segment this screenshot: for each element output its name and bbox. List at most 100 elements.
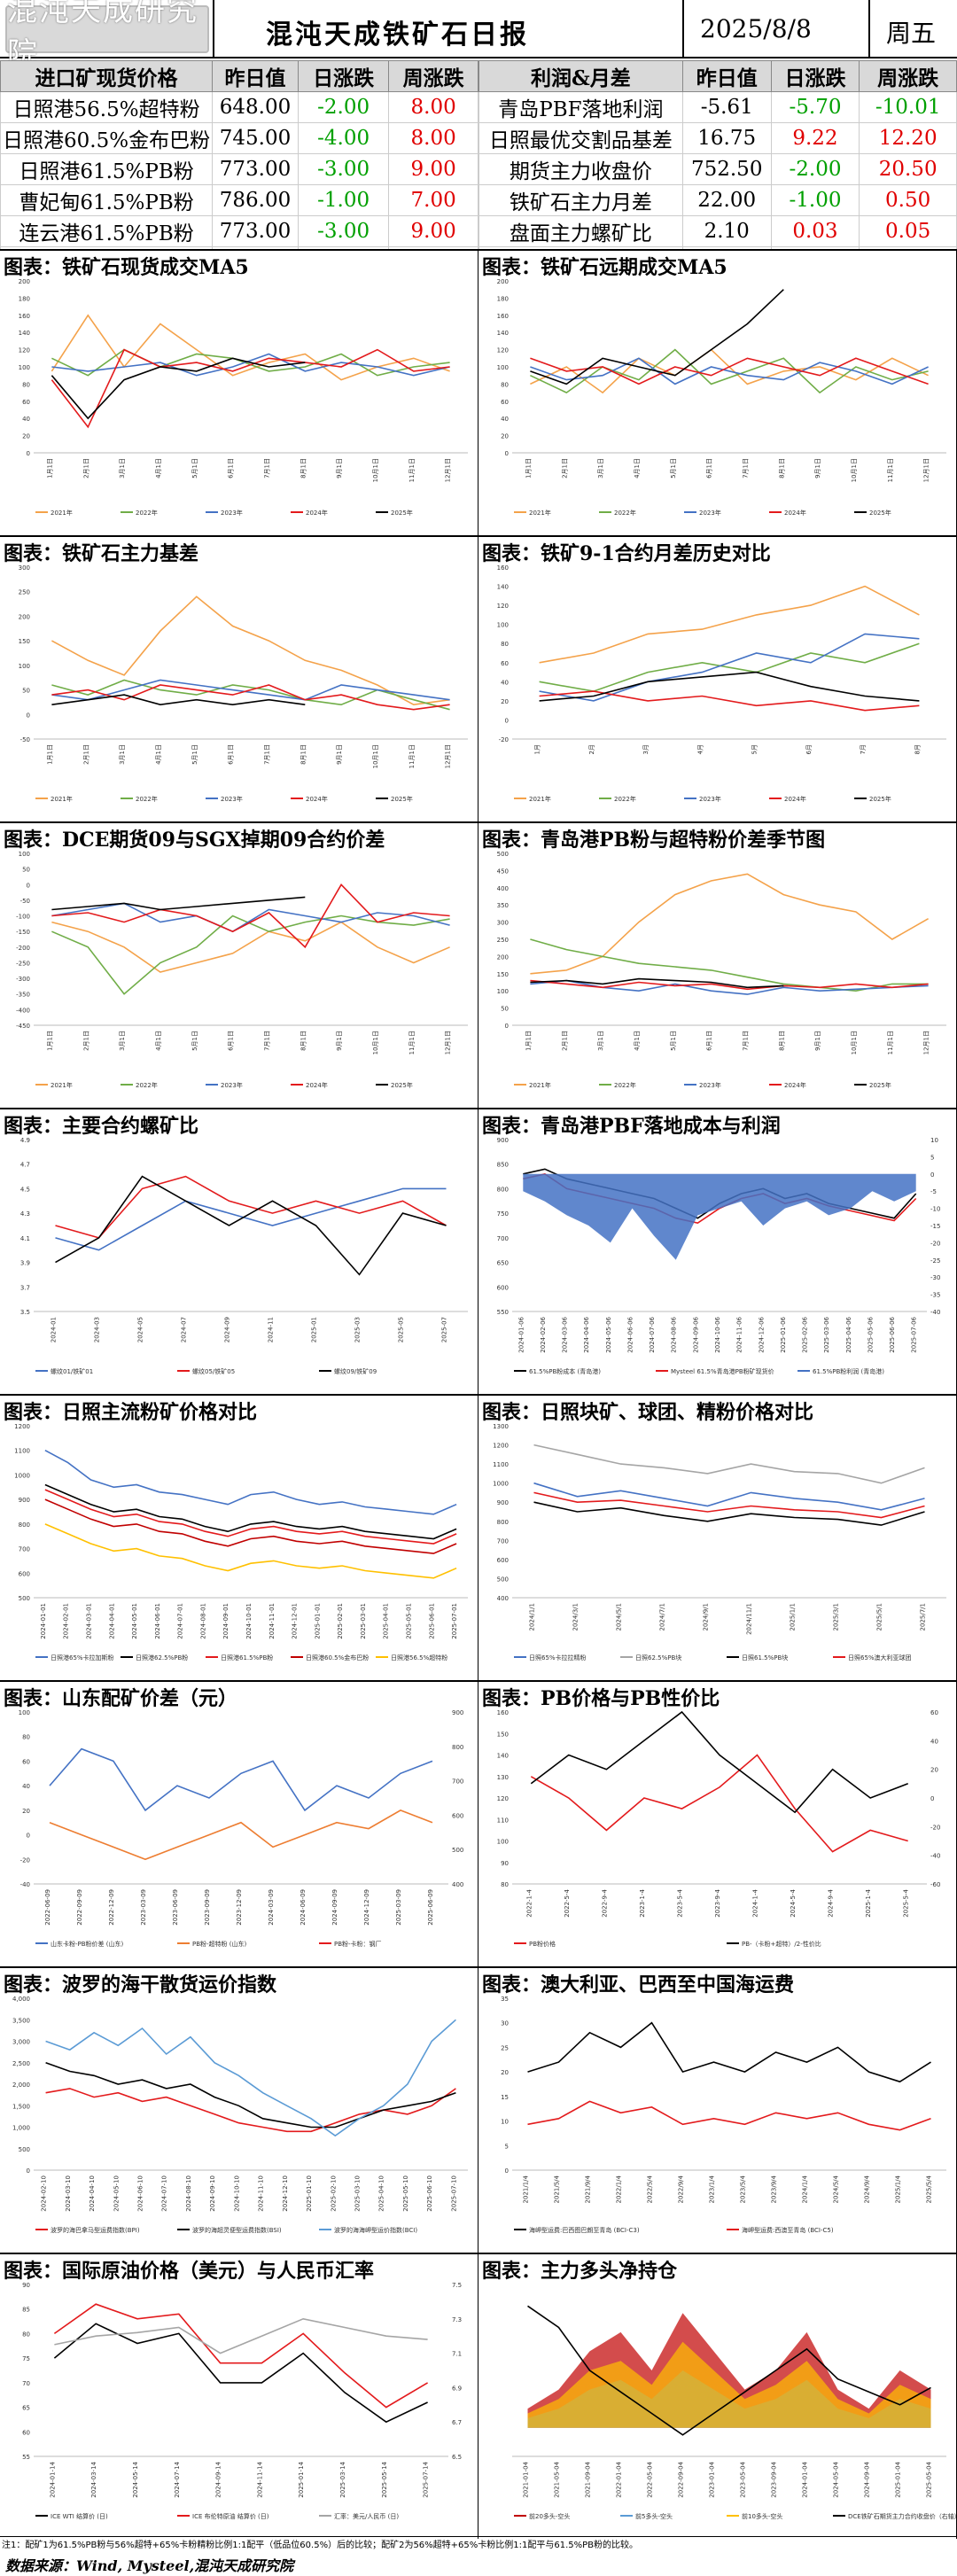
weekly-change-cell: 0.50 — [859, 184, 957, 216]
y-tick-label: 4.7 — [20, 1162, 30, 1169]
chart-title: 图表：日照主流粉矿价格对比 — [4, 1401, 258, 1424]
daily-change-cell: -3.00 — [297, 215, 390, 247]
y-tick-label: 650 — [497, 1260, 509, 1267]
x-tick-label: 2025-06-06 — [889, 1316, 896, 1352]
chart-plot: 400 500 600 700 800 900 1000 1100 1200 1300 2024/1… — [493, 1423, 946, 1662]
x-tick-label: 2025-03-06 — [823, 1316, 830, 1352]
x-tick-label: 2024-02-01 — [63, 1603, 70, 1639]
x-tick-label: 12月1日 — [923, 1031, 930, 1055]
y-tick-label: 150 — [19, 638, 30, 645]
y2-tick-label: 0 — [930, 1171, 934, 1179]
y-tick-label: 4.5 — [20, 1186, 30, 1193]
value-cell: 786.00 — [212, 184, 299, 216]
y-tick-label: 350 — [497, 902, 509, 909]
x-tick-label: 2024/9/4 — [864, 2175, 871, 2203]
y-tick-label: 1100 — [14, 1448, 30, 1455]
x-tick-label: 2024-03-10 — [65, 2175, 72, 2212]
header-divider — [213, 0, 214, 58]
series-line — [530, 977, 784, 989]
legend-label: 日照港61.5%PB粉 — [221, 1654, 273, 1662]
y-tick-label: 150 — [497, 1731, 509, 1738]
x-tick-label: 2022/9/4 — [678, 2175, 685, 2203]
x-tick-label: 2024-08-06 — [671, 1316, 678, 1352]
y-tick-label: 3.9 — [20, 1260, 30, 1267]
chart-title: 图表：青岛港PB粉与超特粉价差季节图 — [482, 829, 826, 852]
x-tick-label: 2025-05-01 — [406, 1603, 413, 1639]
series-line — [51, 896, 306, 911]
y-tick-label: -200 — [16, 945, 30, 952]
y-tick-label: 35 — [501, 1996, 509, 2003]
daily-change-cell: -2.00 — [770, 153, 860, 185]
x-tick-label: 4月 — [696, 744, 704, 754]
legend-label: 日照65%澳大利亚球团 — [848, 1654, 912, 1662]
y-tick-label: 130 — [497, 1774, 509, 1781]
column-header: 进口矿现货价格 — [0, 60, 214, 92]
series-line — [530, 1710, 908, 1814]
legend-label: 波罗的海海岬型运价指数(BCI) — [334, 2226, 417, 2234]
table-row: 日照港56.5%超特粉 648.00 -2.00 8.00 — [0, 91, 478, 123]
x-tick-label: 2月1日 — [82, 1031, 89, 1051]
y-tick-label: -20 — [499, 736, 509, 743]
series-line — [44, 1483, 457, 1540]
x-tick-label: 2024-01-04 — [802, 2461, 809, 2497]
weekly-change-cell: 7.00 — [388, 184, 478, 216]
legend-label: 日照62.5%PB块 — [635, 1654, 681, 1662]
y-tick-label: 110 — [497, 1817, 509, 1824]
x-tick-label: 1月1日 — [46, 458, 53, 479]
chart-plot: -20 0 20 40 60 80 100 120 140 160 1月 2月 3月 4月 5月 6月 7月 8月… — [497, 564, 946, 803]
y-tick-label: 80 — [22, 381, 30, 388]
y2-tick-label: -40 — [930, 1853, 940, 1860]
x-tick-label: 2024-12-10 — [282, 2175, 289, 2212]
x-tick-label: 10月1日 — [372, 458, 379, 482]
x-tick-label: 5月1日 — [670, 458, 677, 479]
x-tick-label: 2024-5-4 — [790, 1888, 797, 1917]
chart-plot: 80 90 100 110 120 130 140 150 160 -60 -40 -20 0 20 40 6… — [497, 1709, 941, 1948]
legend-label: 61.5%PB粉利润 (青岛港) — [813, 1367, 884, 1375]
legend-label: 海岬型运费:巴西图巴朗至青岛 (BCI-C3) — [529, 2226, 640, 2234]
series-line — [51, 357, 306, 420]
daily-change-cell: 9.22 — [770, 122, 860, 154]
legend-label: 日照港65%卡拉加斯粉 — [51, 1654, 114, 1662]
x-tick-label: 2025-06-09 — [427, 1889, 434, 1926]
y-tick-label: 20 — [501, 698, 509, 705]
series-line — [51, 679, 450, 701]
x-tick-label: 8月 — [914, 744, 921, 754]
x-tick-label: 2024-09-09 — [331, 1889, 338, 1926]
x-tick-label: 5月1日 — [191, 744, 198, 765]
chart-panel: 图表：青岛港PBF落地成本与利润 550 600 650 700 750 800 850 900… — [478, 1108, 957, 1394]
legend-label: 螺纹09/铁矿09 — [334, 1367, 377, 1375]
legend-label: PB-（卡粉+超特）/2-性价比 — [742, 1940, 821, 1948]
y-tick-label: -40 — [20, 1881, 30, 1888]
company-logo: 混沌天成研究院 — [5, 0, 209, 72]
x-tick-label: 2025-05-06 — [867, 1316, 874, 1352]
column-header: 日涨跌 — [770, 60, 860, 92]
column-header: 日涨跌 — [297, 60, 390, 92]
x-tick-label: 2024-08-10 — [185, 2175, 192, 2212]
y2-tick-label: 400 — [452, 1881, 463, 1888]
y-tick-label: 160 — [497, 564, 509, 572]
y-tick-label: -250 — [16, 960, 30, 967]
x-tick-label: 2024/3/1 — [572, 1603, 580, 1630]
y-tick-label: 180 — [497, 295, 509, 302]
x-tick-label: 5月1日 — [191, 1031, 198, 1051]
series-line — [49, 1809, 433, 1861]
series-line — [44, 1498, 457, 1554]
x-tick-label: 6月1日 — [228, 458, 235, 479]
column-header: 利润&月差 — [478, 60, 683, 92]
x-tick-label: 2021-05-04 — [554, 2461, 561, 2497]
y-tick-label: 0 — [27, 2167, 30, 2175]
x-tick-label: 2024-08-01 — [199, 1603, 206, 1639]
series-line — [527, 2100, 931, 2131]
legend-label: 2022年 — [614, 1081, 636, 1089]
value-cell: 773.00 — [212, 153, 299, 185]
series-line — [55, 1175, 447, 1276]
y-tick-label: 120 — [497, 603, 509, 610]
y-tick-label: 450 — [497, 868, 509, 875]
y-tick-label: 1200 — [493, 1443, 509, 1450]
x-tick-label: 1月1日 — [525, 1031, 532, 1051]
legend-label: 2021年 — [51, 509, 73, 517]
y2-tick-label: 40 — [930, 1738, 938, 1745]
series-line — [45, 2062, 456, 2129]
y-tick-label: 300 — [19, 564, 30, 572]
y-tick-label: 0 — [505, 717, 509, 724]
